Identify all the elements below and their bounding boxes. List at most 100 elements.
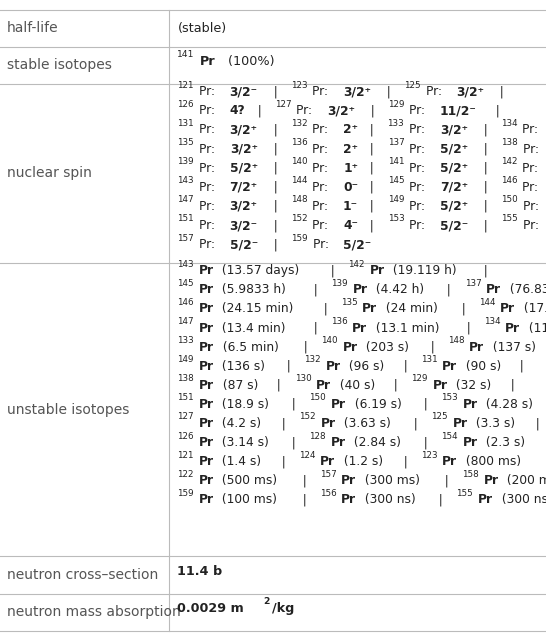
- Text: |: |: [294, 494, 314, 506]
- Text: 143: 143: [177, 176, 194, 185]
- Text: 146: 146: [501, 176, 518, 185]
- Text: Pr:: Pr:: [409, 143, 433, 155]
- Text: Pr: Pr: [321, 455, 335, 468]
- Text: |: |: [306, 283, 325, 296]
- Text: (6.19 s): (6.19 s): [351, 398, 401, 411]
- Text: 146: 146: [177, 297, 194, 307]
- Text: |: |: [406, 417, 425, 430]
- Text: (4.42 h): (4.42 h): [372, 283, 424, 296]
- Text: |: |: [274, 455, 293, 468]
- Text: |: |: [476, 200, 495, 213]
- Text: |: |: [416, 436, 435, 449]
- Text: Pr:: Pr:: [296, 104, 320, 117]
- Text: 155: 155: [456, 489, 473, 498]
- Text: Pr:: Pr:: [312, 124, 336, 136]
- Text: Pr: Pr: [484, 475, 499, 487]
- Text: |: |: [440, 283, 459, 296]
- Text: 7/2⁺: 7/2⁺: [229, 181, 258, 194]
- Text: Pr:: Pr:: [409, 219, 433, 232]
- Text: 158: 158: [462, 469, 479, 479]
- Text: (87 s): (87 s): [218, 379, 258, 392]
- Text: Pr: Pr: [316, 379, 331, 392]
- Text: 130: 130: [294, 374, 311, 383]
- Text: Pr:: Pr:: [523, 143, 546, 155]
- Text: 150: 150: [501, 196, 518, 204]
- Text: |: |: [266, 181, 286, 194]
- Text: (32 s): (32 s): [452, 379, 491, 392]
- Text: nuclear spin: nuclear spin: [7, 166, 91, 180]
- Text: (24.15 min): (24.15 min): [218, 303, 294, 315]
- Text: 122: 122: [177, 469, 194, 479]
- Text: |: |: [503, 379, 523, 392]
- Text: 3/2⁺: 3/2⁺: [229, 200, 258, 213]
- Text: |: |: [538, 455, 546, 468]
- Text: |: |: [266, 238, 286, 251]
- Text: 5/2⁺: 5/2⁺: [440, 200, 468, 213]
- Text: 134: 134: [484, 317, 501, 326]
- Text: |: |: [363, 143, 382, 155]
- Text: |: |: [274, 417, 294, 430]
- Text: Pr:: Pr:: [199, 85, 222, 98]
- Text: |: |: [363, 104, 382, 117]
- Text: (19.119 h): (19.119 h): [389, 264, 457, 277]
- Text: (100%): (100%): [220, 55, 275, 68]
- Text: 5/2⁻: 5/2⁻: [230, 238, 258, 251]
- Text: Pr: Pr: [341, 494, 357, 506]
- Text: 142: 142: [348, 259, 365, 269]
- Text: (stable): (stable): [177, 22, 227, 34]
- Text: Pr: Pr: [478, 494, 493, 506]
- Text: 148: 148: [291, 196, 307, 204]
- Text: (2.84 s): (2.84 s): [350, 436, 401, 449]
- Text: 0.0029 m: 0.0029 m: [177, 602, 244, 615]
- Text: (13.57 days): (13.57 days): [218, 264, 300, 277]
- Text: (3.14 s): (3.14 s): [218, 436, 269, 449]
- Text: Pr:: Pr:: [409, 124, 433, 136]
- Text: 151: 151: [177, 393, 194, 403]
- Text: |: |: [437, 475, 456, 487]
- Text: |: |: [363, 219, 382, 232]
- Text: 123: 123: [291, 81, 307, 90]
- Text: 153: 153: [388, 215, 405, 224]
- Text: |: |: [476, 162, 495, 175]
- Text: Pr: Pr: [330, 436, 346, 449]
- Text: |: |: [284, 398, 304, 411]
- Text: |: |: [423, 341, 442, 354]
- Text: Pr: Pr: [341, 475, 357, 487]
- Text: |: |: [527, 417, 546, 430]
- Text: Pr: Pr: [342, 341, 358, 354]
- Text: half-life: half-life: [7, 21, 58, 35]
- Text: |: |: [266, 219, 286, 232]
- Text: 133: 133: [388, 119, 404, 128]
- Text: Pr:: Pr:: [199, 162, 223, 175]
- Text: 11.4 b: 11.4 b: [177, 565, 223, 578]
- Text: (90 s): (90 s): [462, 360, 501, 373]
- Text: |: |: [513, 360, 532, 373]
- Text: Pr:: Pr:: [312, 181, 336, 194]
- Text: 137: 137: [465, 278, 481, 288]
- Text: Pr: Pr: [199, 494, 214, 506]
- Text: 157: 157: [320, 469, 336, 479]
- Text: Pr: Pr: [506, 322, 520, 334]
- Text: 139: 139: [177, 157, 194, 166]
- Text: 5/2⁺: 5/2⁺: [440, 162, 468, 175]
- Text: |: |: [250, 104, 269, 117]
- Text: |: |: [396, 360, 415, 373]
- Text: 3/2⁺: 3/2⁺: [327, 104, 355, 117]
- Text: 125: 125: [431, 412, 448, 422]
- Text: 157: 157: [177, 234, 194, 243]
- Text: |: |: [395, 455, 415, 468]
- Text: Pr: Pr: [331, 398, 346, 411]
- Text: 159: 159: [177, 489, 194, 498]
- Text: Pr:: Pr:: [523, 124, 546, 136]
- Text: 155: 155: [501, 215, 518, 224]
- Text: Pr: Pr: [199, 341, 214, 354]
- Text: 136: 136: [331, 317, 347, 326]
- Text: 151: 151: [177, 215, 194, 224]
- Text: 134: 134: [501, 119, 518, 128]
- Text: Pr: Pr: [199, 303, 214, 315]
- Text: (11 min): (11 min): [525, 322, 546, 334]
- Text: |: |: [284, 436, 304, 449]
- Text: Pr: Pr: [199, 436, 214, 449]
- Text: (137 s): (137 s): [489, 341, 536, 354]
- Text: (100 ms): (100 ms): [218, 494, 277, 506]
